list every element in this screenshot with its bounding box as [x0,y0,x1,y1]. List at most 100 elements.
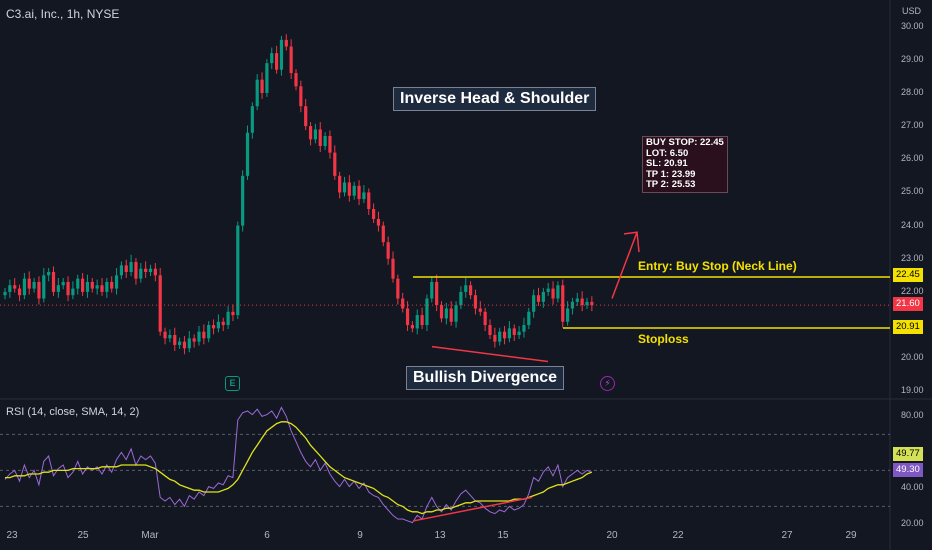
time-tick-label: 29 [845,530,857,541]
candle-body [304,106,308,127]
time-tick-label: 27 [781,530,793,541]
candle-body [352,185,356,196]
candle-body [76,278,80,289]
candle-body [464,285,468,292]
candle-body [61,281,65,286]
candle-body [187,338,191,349]
candle-body [226,311,230,326]
candle-body [279,39,284,70]
candle-body [566,308,570,322]
candle-body [192,338,196,342]
candle-body [37,281,41,299]
entry-label: Entry: Buy Stop (Neck Line) [638,259,797,273]
candle-body [129,262,133,272]
candle-body [483,311,487,326]
candle-body [338,175,342,193]
candle-body [100,285,104,292]
rsi-tick-label: 20.00 [901,518,924,529]
symbol-label: C3.ai, Inc., 1h, NYSE [6,7,120,21]
candlestick-series [3,34,594,355]
candle-body [173,335,177,345]
candle-body [163,331,167,339]
candle-body [313,129,317,140]
candle-body [216,321,220,329]
candle-body [420,315,424,326]
candle-body [541,291,545,302]
candle-body [139,268,143,279]
order-tp2: TP 2: 25.53 [646,179,696,190]
candle-body [32,281,36,289]
candle-body [148,268,153,272]
candle-body [347,182,351,196]
order-tp1: TP 1: 23.99 [646,168,696,180]
candle-body [241,175,245,226]
candle-body [27,278,31,289]
dividend-icon[interactable]: ⚡ [600,376,615,391]
candle-body [22,278,26,296]
candle-body [362,192,366,200]
candle-body [95,285,99,289]
candle-body [13,285,17,289]
candle-body [289,46,293,74]
candle-body [439,305,444,319]
candle-body [42,275,46,299]
price-tick-label: 25.00 [901,186,924,197]
candle-body [561,285,565,322]
current-price-tag: 21.60 [893,297,923,311]
candle-body [182,341,187,349]
candle-body [546,288,550,292]
candle-body [270,53,274,64]
candle-body [221,321,225,326]
stoploss-label: Stoploss [638,332,689,346]
candle-body [207,325,211,339]
candle-body [265,63,269,93]
pattern-annotation[interactable]: Inverse Head & Shoulder [393,87,597,111]
rsi-pane [0,406,890,524]
earnings-icon[interactable]: E [225,376,240,391]
order-lot: LOT: 6.50 [646,147,689,159]
candle-body [493,335,497,342]
candle-body [81,278,85,292]
order-sl: SL: 20.91 [646,158,688,169]
candle-body [532,295,536,312]
time-tick-label: 22 [672,530,684,541]
candle-body [512,328,516,335]
candle-body [522,325,526,332]
candle-body [396,278,400,299]
candle-body [294,73,298,87]
candle-body [575,298,579,302]
candle-body [367,192,371,209]
price-overlays [0,231,890,363]
candle-body [391,258,395,279]
candle-body [318,129,322,146]
divergence-annotation[interactable]: Bullish Divergence [406,366,565,390]
price-tick-label: 29.00 [901,53,924,64]
stoploss-price-tag: 20.91 [893,320,923,334]
rsi-sma-line [5,421,593,515]
candle-body [328,136,332,153]
time-tick-label: 23 [6,530,18,541]
candle-body [444,308,448,319]
candle-body [236,225,240,316]
candle-body [144,268,148,272]
currency-label: USD [902,6,922,16]
candle-body [202,331,206,339]
rsi-title: RSI (14, close, SMA, 14, 2) [6,406,140,418]
time-tick-label: 9 [357,530,363,541]
rsi-line [4,406,592,524]
time-tick-label: 25 [77,530,89,541]
rsi-value-tag: 49.30 [893,463,923,477]
time-tick-label: 13 [434,530,446,541]
candle-body [284,39,288,47]
candle-body [158,275,162,332]
price-tick-label: 28.00 [901,86,924,97]
price-divergence-line [431,345,549,363]
order-box[interactable]: BUY STOP: 22.45 LOT: 6.50 SL: 20.91 TP 1… [642,136,728,193]
candle-body [231,311,235,316]
time-tick-label: 20 [606,530,618,541]
candle-body [449,308,453,322]
candle-body [405,308,410,326]
candle-body [376,218,381,226]
candle-body [255,79,259,107]
